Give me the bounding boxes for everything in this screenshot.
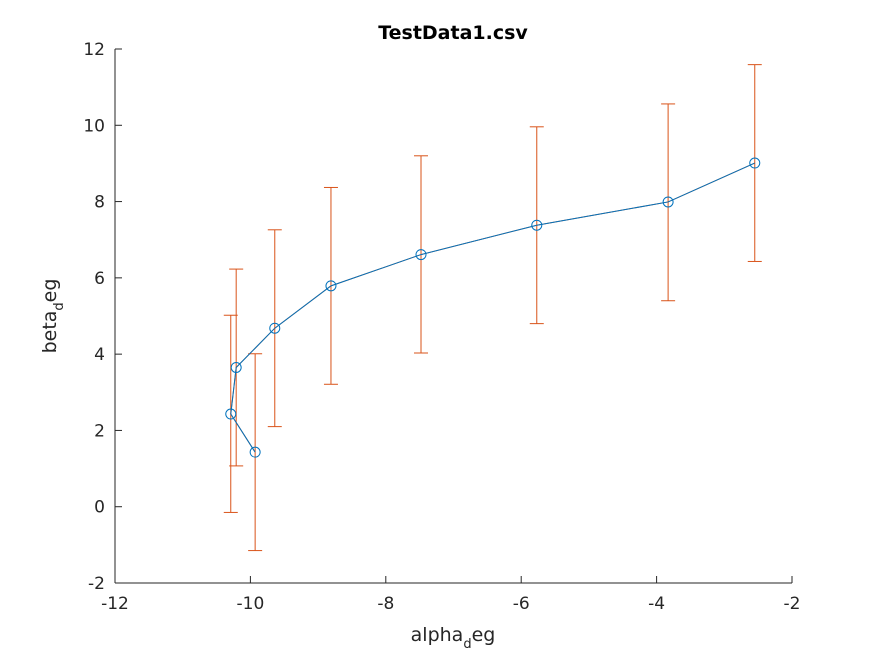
errorbar-connector-line: [230, 162, 755, 453]
y-tick-label: 2: [94, 421, 105, 441]
x-axis-label-suffix: eg: [472, 624, 496, 646]
y-axis-label-suffix: eg: [39, 279, 61, 303]
data-point: [531, 219, 543, 231]
y-tick-label: 8: [94, 193, 105, 213]
y-tick-label: 4: [94, 345, 105, 365]
x-tick-label: -2: [784, 594, 801, 614]
x-tick-label: -10: [237, 594, 265, 614]
y-tick-label: -2: [88, 574, 105, 594]
data-point: [749, 157, 761, 169]
x-axis-label-subscript: d: [463, 637, 471, 652]
data-point: [225, 408, 237, 420]
data-point: [415, 249, 427, 261]
y-tick-label: 0: [94, 498, 105, 518]
data-point: [325, 280, 337, 292]
y-axis-label-subscript: d: [52, 302, 67, 310]
x-tick-label: -12: [101, 594, 129, 614]
plot-area: [223, 64, 762, 552]
x-tick-label: -8: [377, 594, 394, 614]
y-axis-label: betadeg: [39, 279, 67, 354]
data-point: [249, 446, 261, 458]
x-tick-label: -4: [648, 594, 665, 614]
y-tick-label: 10: [83, 116, 105, 136]
y-tick-label: 12: [83, 40, 105, 60]
axes: [114, 49, 792, 584]
series-line: [230, 162, 755, 453]
x-axis-label: alphadeg: [411, 624, 496, 652]
chart-title: TestData1.csv: [378, 22, 528, 44]
x-axis-label-main: alpha: [411, 624, 464, 646]
data-point: [230, 361, 242, 373]
y-tick-label: 6: [94, 269, 105, 289]
y-axis-label-main: beta: [39, 311, 61, 354]
x-tick-label: -6: [513, 594, 530, 614]
data-point: [269, 322, 281, 334]
ticks: -12 -10 -8 -6 -4 -2 -2 0 2 4 6 8 10 12: [83, 40, 800, 614]
data-point: [662, 196, 674, 208]
